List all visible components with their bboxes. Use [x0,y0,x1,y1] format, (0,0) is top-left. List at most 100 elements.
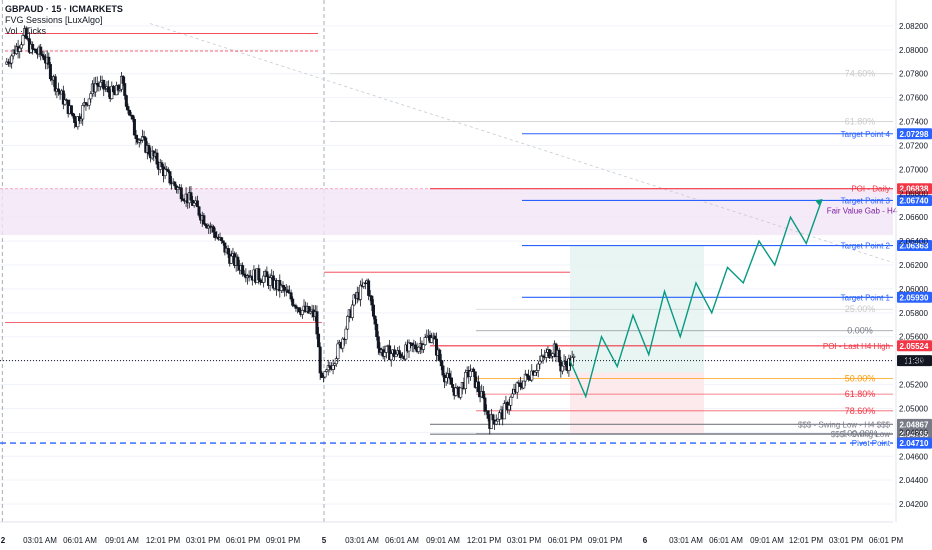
candle-body [472,368,476,372]
price-tag-label: 2.04710 [900,439,929,448]
candle [539,348,543,363]
candle [300,309,304,319]
candle [459,387,463,400]
candle [346,314,350,331]
candle [76,115,80,130]
candle [321,374,325,383]
price-axis-tick: 2.07600 [899,94,928,103]
candle [341,336,345,353]
candle [19,41,23,53]
candle-body [212,226,216,233]
fib-level-label: 0.00% [847,326,873,336]
candle [417,345,421,354]
price-axis-tick: 2.06800 [899,189,928,198]
candle-body [279,284,283,291]
candle [87,98,91,110]
price-axis-tick: 2.04400 [899,476,928,485]
indicator-label[interactable]: FVG Sessions [LuxAlgo] [5,15,103,25]
price-axis-tick: 2.06400 [899,237,928,246]
candle-body [31,44,35,50]
price-tag-label: 2.07298 [900,130,929,139]
candle-body [18,47,22,52]
candle-body [350,304,354,318]
price-tag [897,437,932,449]
candle [77,113,81,124]
candle-body [560,365,564,372]
price-tag-label: 2.06838 [900,185,929,194]
candle-body [425,336,429,338]
time-axis-tick: 03:01 PM [507,536,542,545]
price-axis-tick: 2.05000 [899,404,928,413]
candle-body [430,337,434,343]
candle [179,184,183,203]
candle-body [77,116,81,122]
candle [98,75,102,91]
candle-body [321,376,325,379]
price-axis-tick: 2.07000 [899,165,928,174]
candle [47,52,51,69]
candle-body [89,93,93,100]
candle-body [536,363,540,371]
price-tag-label: 2.05930 [900,293,929,302]
candle [376,331,380,355]
candle-body [502,403,506,420]
candle-body [283,286,287,292]
candle-body [24,28,28,39]
projection-path [569,199,823,399]
candle-body [433,335,437,340]
candle-body [397,350,401,355]
candle [404,341,408,361]
candle [350,300,354,321]
symbol-title[interactable]: GBPAUD · 15 · ICMARKETS [5,4,123,14]
candle-body [63,99,67,105]
candle [132,116,136,136]
time-axis-tick: 09:01 AM [105,536,139,545]
candle-body [315,311,319,335]
candle [123,77,127,100]
candle [472,367,476,378]
candle [168,171,172,186]
candle [53,74,57,96]
candle-body [42,55,46,60]
price-axis-tick: 2.07800 [899,70,928,79]
candle-body [229,255,233,264]
candle [18,44,22,59]
trend-line [149,23,894,263]
candle [373,315,377,331]
fib-level-label: 78.60% [845,406,876,416]
candle [371,299,375,320]
candle [447,368,451,380]
candle-body [6,61,10,64]
candle [21,33,25,46]
candle [481,386,485,400]
candle-body [257,268,261,281]
candle-body [352,294,356,306]
candle [69,105,73,116]
candle [73,114,77,129]
volume-label[interactable]: Vol · Ticks [5,26,47,36]
candle [541,354,545,364]
candle [107,80,111,98]
price-axis-tick: 2.05400 [899,357,928,366]
candle [307,305,311,314]
candle-body [333,363,337,366]
candle-body [497,412,501,420]
time-axis-tick: 12:01 PM [467,536,502,545]
candle [220,236,224,245]
candle [331,359,335,375]
candle-body [48,64,52,80]
candle-body [523,373,527,382]
candle-body [407,342,411,352]
candle [422,343,426,353]
price-axis-tick: 2.07200 [899,141,928,150]
candle-body [53,76,57,92]
candle [564,356,568,371]
candle-body [367,280,371,296]
fib-level-label: 74.60% [845,69,876,79]
candle-body [132,118,136,136]
candle [195,195,199,208]
candle [110,81,114,100]
candle [140,129,144,143]
candle-body [533,371,537,376]
